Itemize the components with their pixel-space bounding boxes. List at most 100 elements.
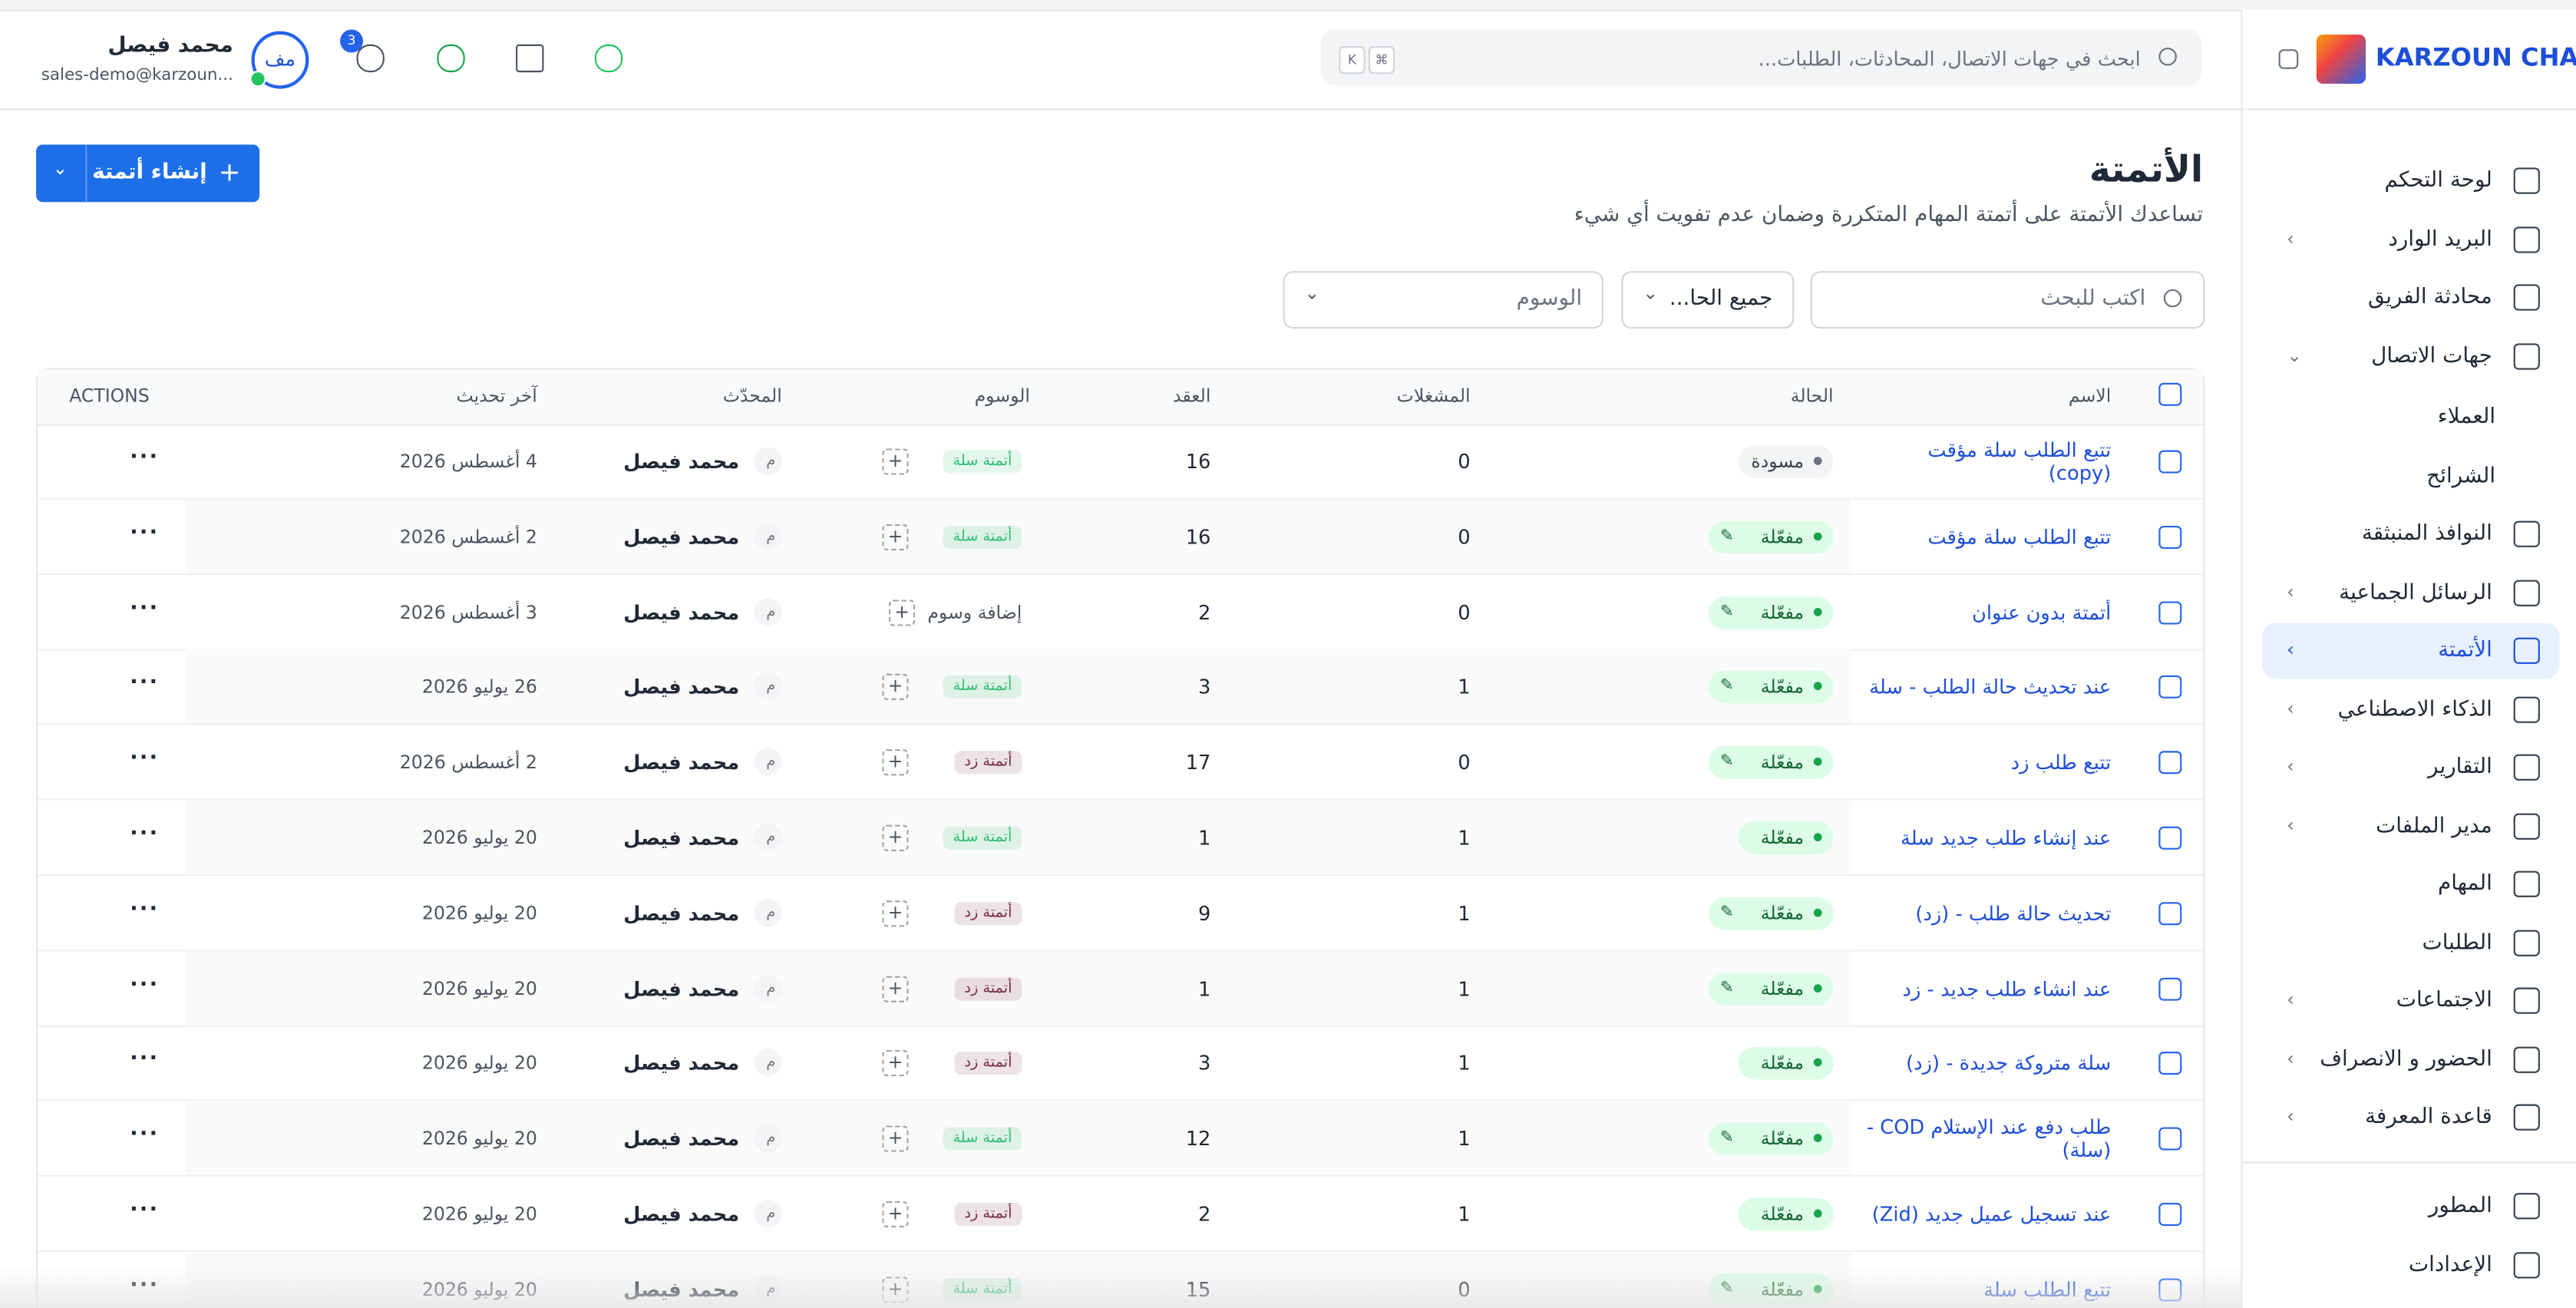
updater-avatar [754, 1049, 782, 1077]
edit-icon[interactable]: ✎ [1719, 527, 1734, 546]
nav-item[interactable]: النوافذ المنبثقة [2361, 521, 2492, 547]
checkbox[interactable] [2158, 901, 2182, 925]
chevron: ‹ [2287, 228, 2294, 250]
automation-name[interactable]: تتبع الطلب سلة مؤقت (copy) [1927, 438, 2112, 485]
row-actions[interactable]: ··· [130, 821, 160, 847]
checkbox[interactable] [2158, 525, 2182, 549]
nav-item[interactable]: التقارير [2428, 755, 2492, 780]
row-actions[interactable]: ··· [130, 671, 160, 696]
checkbox[interactable] [2158, 1127, 2182, 1151]
checkbox[interactable] [2158, 1052, 2182, 1075]
nav-item[interactable]: محادثة الفريق [2368, 285, 2492, 310]
nav-item[interactable]: قاعدة المعرفة [2365, 1105, 2492, 1130]
nav-item[interactable]: الذكاء الاصطناعي [2337, 697, 2492, 722]
row-actions[interactable]: ··· [130, 445, 160, 471]
checkbox[interactable] [2158, 1202, 2182, 1226]
row-bg [185, 800, 1852, 876]
edit-icon[interactable]: ✎ [1719, 978, 1734, 997]
automation-name[interactable]: عند إنشاء طلب جديد سلة [1901, 826, 2112, 850]
edit-icon[interactable]: ✎ [1719, 903, 1734, 922]
edit-icon[interactable]: ✎ [1719, 602, 1734, 621]
global-search[interactable] [1320, 29, 2202, 86]
updater-name: محمد فيصل [623, 901, 740, 925]
add-tag-button[interactable]: + [882, 448, 909, 475]
nav-item[interactable]: الطلبات [2422, 930, 2492, 956]
status-badge [1708, 746, 1834, 780]
checkbox[interactable] [2158, 675, 2182, 699]
nav-item[interactable]: المهام [2438, 871, 2492, 897]
edit-icon[interactable]: ✎ [1719, 677, 1734, 696]
add-tag-button[interactable]: + [882, 674, 909, 701]
add-tag-button[interactable]: + [882, 524, 909, 550]
automation-name[interactable]: عند تسجيل عميل جديد (Zid) [1871, 1202, 2112, 1226]
row-actions[interactable]: ··· [130, 897, 160, 922]
add-tag[interactable]: إضافة وسوم [927, 601, 1022, 623]
nav-item[interactable]: الرسائل الجماعية [2339, 580, 2492, 606]
row-actions[interactable]: ··· [130, 1122, 160, 1148]
nodes: 2 [1198, 600, 1211, 624]
add-tag-button[interactable]: + [882, 749, 909, 776]
checkbox[interactable] [2158, 600, 2182, 624]
checkbox[interactable] [2158, 976, 2182, 1000]
edit-icon[interactable]: ✎ [1719, 752, 1734, 771]
nav-item[interactable]: الاجتماعات [2396, 988, 2492, 1013]
nav-item[interactable]: الحضور و الانصراف [2320, 1047, 2492, 1072]
automation-name[interactable]: تحديث حالة طلب - (زد) [1915, 901, 2112, 925]
automation-name[interactable]: أتمتة بدون عنوان [1972, 600, 2112, 624]
icon [594, 44, 623, 73]
row-border [38, 723, 2204, 725]
add-tag-button[interactable]: + [882, 900, 909, 926]
status-filter[interactable] [1621, 271, 1795, 329]
chevron: ‹ [2287, 814, 2294, 837]
checkbox[interactable] [2158, 751, 2182, 775]
row-actions[interactable]: ··· [130, 520, 160, 546]
nodes: 3 [1198, 675, 1211, 699]
tags-filter[interactable] [1283, 271, 1603, 329]
tag: أتمتة سلة [943, 450, 1022, 474]
automation-name[interactable]: عند انشاء طلب جديد - زد [1902, 976, 2112, 1000]
add-tag-button[interactable]: + [882, 1201, 909, 1228]
edit-icon[interactable]: ✎ [1719, 1129, 1734, 1148]
add-tag-button[interactable]: + [882, 975, 909, 1002]
nav-subitem[interactable]: العملاء [2437, 405, 2496, 430]
add-tag-button[interactable]: + [888, 599, 916, 626]
nav-item[interactable]: الأتمتة [2438, 638, 2492, 663]
row-actions[interactable]: ··· [130, 596, 160, 621]
nav-subitem[interactable]: الشرائح [2426, 464, 2496, 489]
row-actions[interactable]: ··· [130, 746, 160, 771]
nav-item[interactable]: مدير الملفات [2376, 814, 2492, 839]
automation-name[interactable]: تتبع طلب زد [2010, 751, 2112, 775]
nav-item[interactable]: جهات الاتصال [2371, 344, 2492, 369]
nav-item[interactable]: المطور [2428, 1194, 2492, 1219]
automation-name[interactable]: طلب دفع عند الإستلام COD - (سلة) [1866, 1115, 2112, 1162]
row-bg [185, 950, 1852, 1026]
updater-initial: م [766, 453, 776, 471]
automation-name[interactable]: سلة متروكة جديدة - (زد) [1906, 1052, 2112, 1075]
automation-name[interactable]: تتبع الطلب سلة مؤقت [1927, 525, 2112, 549]
checkbox[interactable] [2158, 826, 2182, 850]
row-actions[interactable]: ··· [130, 1197, 160, 1223]
automation-name[interactable]: عند تحديث حالة الطلب - سلة [1869, 675, 2112, 699]
page-title: الأتمتة [2089, 150, 2204, 192]
add-tag-button[interactable]: + [882, 1050, 909, 1077]
nav-item[interactable]: الإعدادات [2408, 1253, 2492, 1278]
icon [2512, 167, 2539, 193]
tag: أتمتة سلة [943, 525, 1022, 549]
nav-item[interactable]: لوحة التحكم [2384, 168, 2492, 193]
tag: أتمتة سلة [943, 1127, 1022, 1151]
updated-date: 20 يوليو 2026 [421, 1204, 537, 1225]
add-tag-button[interactable]: + [882, 824, 909, 851]
updater-initial: م [766, 1206, 776, 1223]
checkbox[interactable] [2158, 450, 2182, 474]
status-dot [1813, 607, 1822, 616]
row-actions[interactable]: ··· [130, 972, 160, 997]
create-button[interactable] [36, 144, 260, 203]
nav-item[interactable]: البريد الوارد [2388, 227, 2492, 253]
chevron: ‹ [2287, 639, 2294, 661]
checkbox[interactable] [2158, 382, 2182, 406]
row-actions[interactable]: ··· [130, 1047, 160, 1072]
status-badge [1708, 1122, 1834, 1156]
filter-search[interactable] [1810, 271, 2205, 329]
add-tag-button[interactable]: + [882, 1125, 909, 1153]
